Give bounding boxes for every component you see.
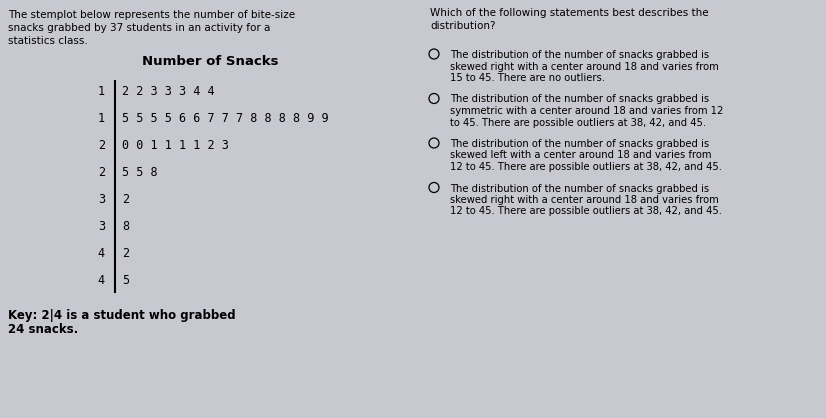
Text: 1: 1: [97, 85, 105, 98]
Text: 2: 2: [97, 166, 105, 179]
Text: 8: 8: [122, 220, 129, 233]
Text: 24 snacks.: 24 snacks.: [8, 323, 78, 336]
Text: Number of Snacks: Number of Snacks: [142, 55, 278, 68]
Text: to 45. There are possible outliers at 38, 42, and 45.: to 45. There are possible outliers at 38…: [450, 117, 706, 127]
Text: 0 0 1 1 1 1 2 3: 0 0 1 1 1 1 2 3: [122, 139, 229, 152]
Text: The distribution of the number of snacks grabbed is: The distribution of the number of snacks…: [450, 50, 710, 60]
Text: 2: 2: [122, 193, 129, 206]
Text: statistics class.: statistics class.: [8, 36, 88, 46]
Text: 2: 2: [122, 247, 129, 260]
Text: 12 to 45. There are possible outliers at 38, 42, and 45.: 12 to 45. There are possible outliers at…: [450, 162, 722, 172]
Text: snacks grabbed by 37 students in an activity for a: snacks grabbed by 37 students in an acti…: [8, 23, 270, 33]
Text: 2 2 3 3 3 4 4: 2 2 3 3 3 4 4: [122, 85, 215, 98]
Text: 4: 4: [97, 247, 105, 260]
Text: 1: 1: [97, 112, 105, 125]
Text: The distribution of the number of snacks grabbed is: The distribution of the number of snacks…: [450, 94, 710, 104]
Text: 3: 3: [97, 193, 105, 206]
Text: The distribution of the number of snacks grabbed is: The distribution of the number of snacks…: [450, 139, 710, 149]
Text: 12 to 45. There are possible outliers at 38, 42, and 45.: 12 to 45. There are possible outliers at…: [450, 206, 722, 217]
Text: skewed right with a center around 18 and varies from: skewed right with a center around 18 and…: [450, 61, 719, 71]
Text: 5 5 8: 5 5 8: [122, 166, 158, 179]
Text: 2: 2: [97, 139, 105, 152]
Text: skewed left with a center around 18 and varies from: skewed left with a center around 18 and …: [450, 150, 711, 161]
Text: symmetric with a center around 18 and varies from 12: symmetric with a center around 18 and va…: [450, 106, 724, 116]
Text: The distribution of the number of snacks grabbed is: The distribution of the number of snacks…: [450, 184, 710, 194]
Text: The stemplot below represents the number of bite-size: The stemplot below represents the number…: [8, 10, 295, 20]
Text: 4: 4: [97, 274, 105, 287]
Text: 15 to 45. There are no outliers.: 15 to 45. There are no outliers.: [450, 73, 605, 83]
Text: 5 5 5 5 6 6 7 7 7 8 8 8 8 9 9: 5 5 5 5 6 6 7 7 7 8 8 8 8 9 9: [122, 112, 329, 125]
Text: 5: 5: [122, 274, 129, 287]
Text: 3: 3: [97, 220, 105, 233]
Text: distribution?: distribution?: [430, 21, 496, 31]
Text: skewed right with a center around 18 and varies from: skewed right with a center around 18 and…: [450, 195, 719, 205]
Text: Key: 2|4 is a student who grabbed: Key: 2|4 is a student who grabbed: [8, 309, 235, 322]
Text: Which of the following statements best describes the: Which of the following statements best d…: [430, 8, 709, 18]
